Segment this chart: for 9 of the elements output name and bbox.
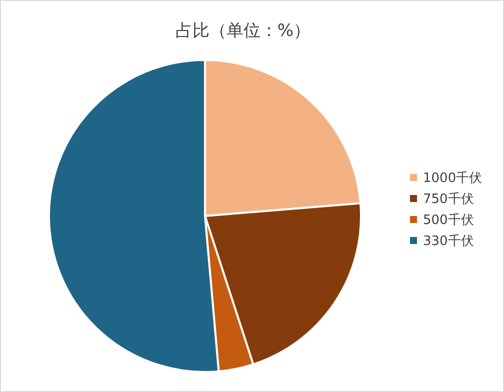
pie-slice	[204, 59, 362, 217]
chart-title: 占比（单位：%）	[175, 21, 311, 41]
legend-label: 750千伏	[423, 192, 474, 207]
pie-slice	[48, 59, 220, 373]
pie-slice	[204, 215, 254, 372]
legend-label: 330千伏	[423, 234, 474, 249]
legend-label: 500千伏	[423, 213, 474, 228]
legend-label: 1000千伏	[423, 171, 482, 186]
pie-slice	[204, 202, 362, 366]
